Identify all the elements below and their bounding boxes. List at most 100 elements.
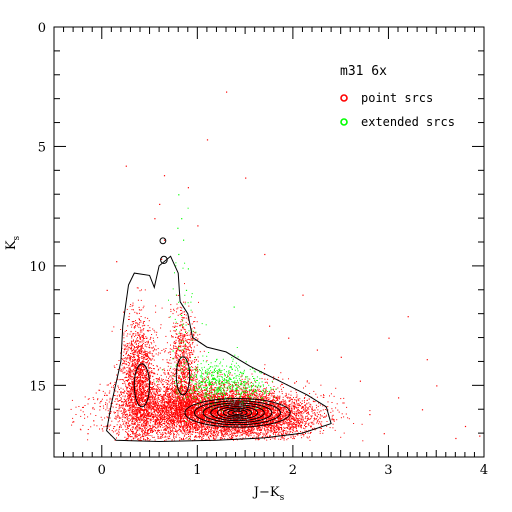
point: [172, 387, 174, 389]
point: [152, 427, 154, 429]
point: [208, 393, 210, 394]
point: [217, 409, 218, 411]
point: [179, 431, 181, 433]
point: [260, 411, 262, 413]
point: [136, 399, 138, 401]
point: [307, 432, 309, 434]
point: [252, 407, 254, 409]
point: [204, 433, 206, 435]
point: [157, 401, 159, 403]
point: [213, 410, 215, 412]
point: [265, 408, 267, 410]
point: [236, 439, 238, 441]
point: [181, 414, 183, 416]
point: [160, 388, 162, 390]
point: [212, 388, 214, 390]
point: [232, 391, 234, 393]
point: [292, 423, 294, 425]
point: [159, 437, 161, 439]
point: [168, 377, 169, 379]
point: [190, 413, 192, 415]
point: [210, 404, 212, 406]
point: [232, 393, 234, 394]
point: [242, 437, 244, 439]
point: [226, 411, 228, 413]
point: [207, 432, 209, 434]
point: [239, 432, 241, 434]
point: [278, 416, 280, 418]
point: [273, 419, 275, 421]
point: [303, 406, 305, 408]
point: [278, 423, 280, 425]
point: [258, 414, 260, 416]
point: [198, 411, 200, 413]
point: [224, 427, 226, 429]
point: [75, 414, 77, 415]
point: [169, 392, 171, 394]
point: [153, 417, 154, 419]
point: [212, 436, 214, 438]
point: [117, 415, 119, 417]
point: [289, 400, 291, 402]
point: [181, 415, 183, 417]
point: [209, 426, 211, 428]
point: [211, 423, 213, 425]
point: [330, 393, 332, 395]
point: [119, 394, 121, 396]
point: [285, 401, 287, 403]
point: [192, 424, 194, 426]
point: [252, 415, 254, 417]
point: [232, 419, 234, 421]
point: [260, 431, 261, 433]
point: [152, 400, 154, 401]
point: [167, 400, 169, 402]
point: [246, 400, 248, 402]
point: [220, 429, 222, 431]
point: [235, 416, 237, 418]
point: [215, 424, 217, 426]
point: [215, 387, 217, 389]
point: [134, 364, 136, 366]
point: [250, 389, 252, 391]
point: [253, 412, 255, 414]
point: [215, 426, 217, 428]
point: [236, 435, 238, 437]
point: [245, 418, 247, 420]
point: [204, 405, 205, 407]
point: [196, 394, 198, 396]
point: [207, 418, 209, 420]
point: [173, 409, 175, 411]
point: [281, 430, 283, 432]
point: [211, 425, 213, 427]
point: [171, 391, 173, 393]
point: [260, 417, 262, 419]
point: [82, 424, 84, 426]
point: [171, 425, 173, 427]
point: [198, 413, 200, 415]
point: [219, 385, 221, 387]
point: [238, 393, 240, 395]
point: [153, 430, 154, 432]
point: [189, 430, 191, 432]
point: [191, 392, 193, 394]
point: [198, 432, 200, 434]
point: [255, 400, 257, 402]
point: [217, 405, 219, 407]
point: [168, 401, 170, 403]
point: [186, 427, 188, 429]
point: [333, 395, 335, 397]
point: [169, 385, 171, 387]
point: [252, 393, 254, 395]
point: [269, 407, 271, 409]
point: [234, 382, 236, 383]
point: [294, 419, 295, 421]
point: [202, 380, 203, 382]
point: [261, 436, 263, 438]
point: [255, 416, 257, 418]
point: [251, 405, 253, 407]
point: [221, 381, 223, 382]
point: [275, 435, 277, 437]
point: [239, 429, 241, 431]
point: [165, 391, 167, 393]
point: [154, 426, 156, 428]
